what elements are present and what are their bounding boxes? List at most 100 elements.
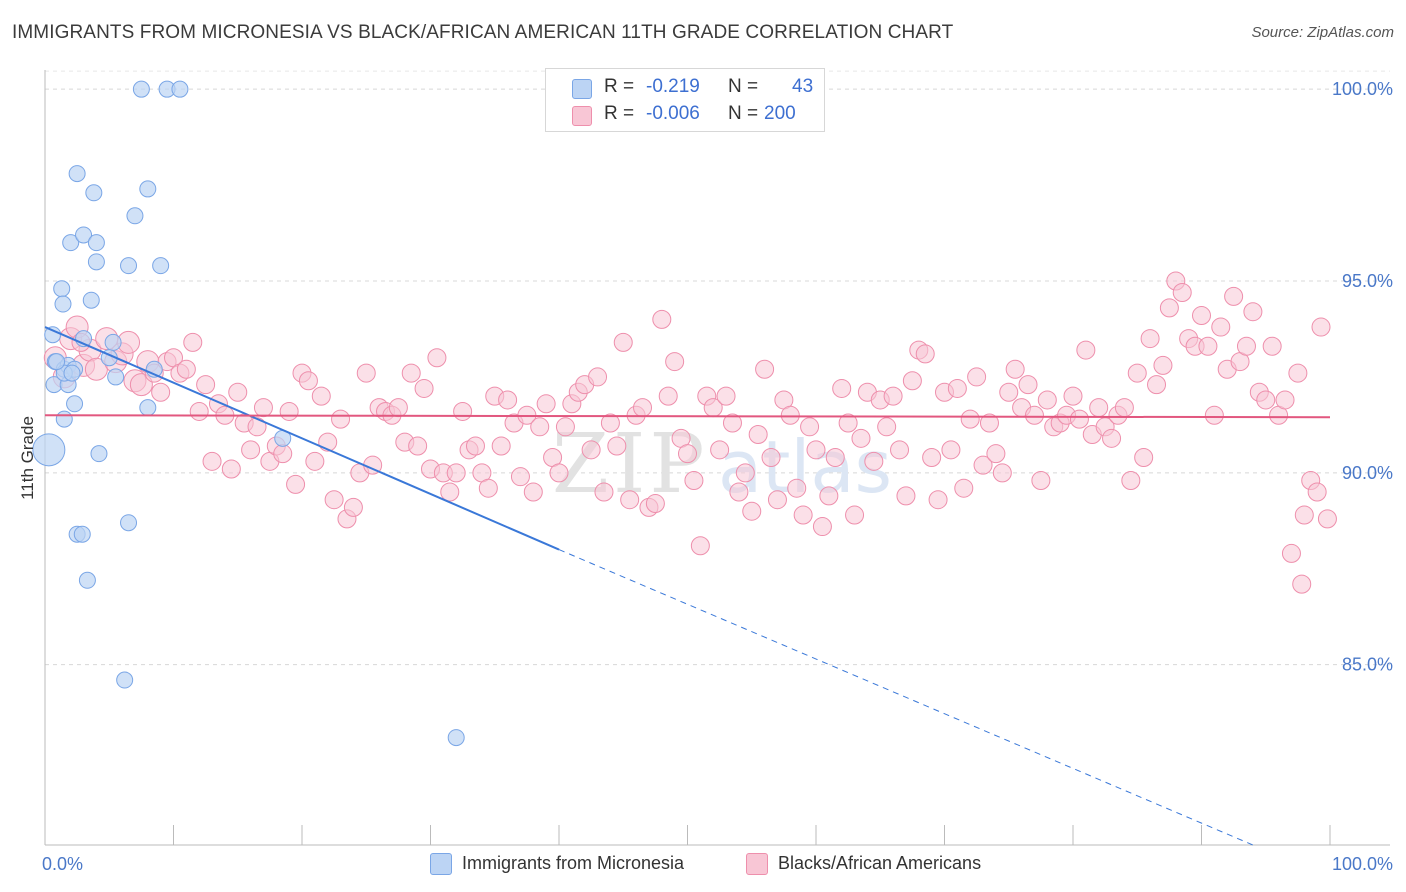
y-tick-label: 85.0% <box>1342 655 1393 675</box>
legend-swatch-blue <box>572 79 592 99</box>
point-blacks <box>684 471 704 491</box>
point-blacks <box>658 386 678 406</box>
point-micronesia <box>82 291 100 309</box>
point-blacks <box>151 382 171 402</box>
point-micronesia <box>447 729 465 747</box>
point-blacks <box>633 398 653 418</box>
point-blacks <box>967 367 987 387</box>
point-blacks <box>279 401 299 421</box>
bottom-legend-swatch-pink <box>746 853 768 875</box>
point-blacks <box>787 478 807 498</box>
point-blacks <box>305 451 325 471</box>
point-micronesia <box>44 326 62 344</box>
point-blacks <box>1037 390 1057 410</box>
point-blacks <box>812 517 832 537</box>
trend-lines <box>44 326 1331 846</box>
point-blacks <box>999 382 1019 402</box>
point-blacks <box>465 436 485 456</box>
y-tick-label: 90.0% <box>1342 463 1393 483</box>
point-blacks <box>530 417 550 437</box>
point-micronesia <box>78 571 96 589</box>
point-blacks <box>748 424 768 444</box>
point-blacks <box>408 436 428 456</box>
point-micronesia <box>116 671 134 689</box>
point-blacks <box>735 463 755 483</box>
point-blacks <box>1198 336 1218 356</box>
point-blacks <box>960 409 980 429</box>
point-blacks <box>819 486 839 506</box>
point-micronesia <box>73 525 91 543</box>
point-blacks <box>1153 355 1173 375</box>
point-micronesia <box>68 165 86 183</box>
point-blacks <box>652 309 672 329</box>
point-blacks <box>1307 482 1327 502</box>
point-blacks <box>883 386 903 406</box>
point-blacks <box>722 413 742 433</box>
gridlines <box>45 70 1390 666</box>
point-blacks <box>1236 336 1256 356</box>
point-micronesia <box>171 80 189 98</box>
series-blacks-points <box>43 271 1337 594</box>
point-blacks <box>1311 317 1331 337</box>
point-blacks <box>1024 405 1044 425</box>
point-blacks <box>1031 471 1051 491</box>
point-blacks <box>806 440 826 460</box>
point-blacks <box>678 444 697 464</box>
series-micronesia-points <box>32 80 465 747</box>
trend-micronesia-extension <box>558 549 1254 846</box>
point-blacks <box>607 436 627 456</box>
point-micronesia <box>120 514 138 532</box>
stats-legend: R = -0.219 N = 43 R = -0.006 N = 200 <box>545 68 825 132</box>
point-micronesia <box>75 226 93 244</box>
point-micronesia <box>87 234 105 252</box>
point-blacks <box>356 363 376 383</box>
point-micronesia <box>48 353 66 371</box>
point-blacks <box>896 486 916 506</box>
point-blacks <box>549 463 569 483</box>
point-micronesia <box>66 395 84 413</box>
point-blacks <box>478 478 498 498</box>
point-blacks <box>954 478 974 498</box>
point-blacks <box>1127 363 1147 383</box>
point-blacks <box>491 436 511 456</box>
point-micronesia <box>32 433 66 467</box>
point-blacks <box>755 359 775 379</box>
point-blacks <box>922 448 942 467</box>
point-blacks <box>1211 317 1231 337</box>
point-blacks <box>1140 329 1160 349</box>
point-blacks <box>401 363 421 383</box>
point-blacks <box>196 375 216 395</box>
point-blacks <box>941 440 961 460</box>
point-blacks <box>832 378 852 398</box>
point-blacks <box>1192 306 1211 326</box>
trend-micronesia <box>44 326 560 551</box>
point-blacks <box>825 448 845 467</box>
point-blacks <box>793 505 813 525</box>
point-blacks <box>221 459 241 479</box>
point-blacks <box>1288 363 1308 383</box>
point-blacks <box>581 440 601 460</box>
point-blacks <box>979 413 999 433</box>
point-micronesia <box>55 410 73 428</box>
legend-n-value: 43 <box>792 76 814 97</box>
point-blacks <box>228 382 248 402</box>
point-blacks <box>1147 375 1167 395</box>
point-micronesia <box>139 399 157 417</box>
chart-title: IMMIGRANTS FROM MICRONESIA VS BLACK/AFRI… <box>12 22 954 43</box>
point-blacks <box>440 482 460 502</box>
point-blacks <box>645 494 665 514</box>
point-blacks <box>202 451 222 471</box>
point-blacks <box>613 332 633 352</box>
point-blacks <box>845 505 865 525</box>
point-blacks <box>388 398 408 418</box>
point-blacks <box>1005 359 1025 379</box>
point-blacks <box>851 428 871 448</box>
point-blacks <box>761 448 781 467</box>
point-micronesia <box>54 295 72 313</box>
point-blacks <box>665 352 685 372</box>
point-blacks <box>446 463 466 483</box>
point-micronesia <box>53 280 71 298</box>
point-blacks <box>523 482 543 502</box>
point-micronesia <box>132 80 150 98</box>
